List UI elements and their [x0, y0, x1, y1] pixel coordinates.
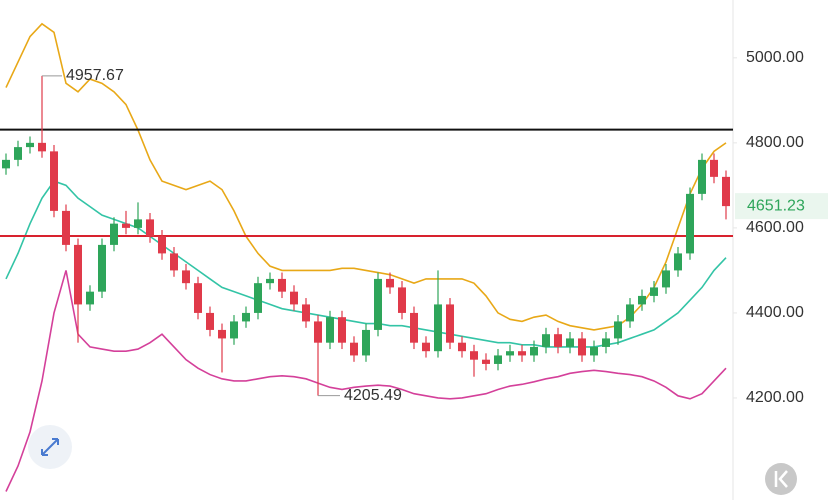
candle-body	[434, 304, 442, 352]
candle-body	[626, 304, 634, 322]
candle-body	[410, 312, 418, 343]
last-price-label: 4651.23	[747, 197, 805, 214]
candle-body	[62, 210, 70, 245]
candle-body	[470, 351, 478, 360]
y-tick-label: 5000.00	[746, 49, 804, 66]
candle-body	[494, 355, 502, 364]
plot: 4200.00 4400.00 4600.00 4800.00 5000.00 4957.…	[0, 22, 804, 492]
candle-body	[254, 283, 262, 313]
candle-body	[698, 159, 706, 194]
last-price-box	[735, 193, 828, 220]
y-tick-label: 4200.00	[746, 389, 804, 406]
candle-body	[194, 283, 202, 313]
candle-body	[326, 317, 334, 343]
candle-body	[170, 253, 178, 271]
y-tick-label: 4400.00	[746, 304, 804, 321]
candle-body	[554, 334, 562, 347]
candle-body	[590, 346, 598, 356]
candle-body	[686, 193, 694, 254]
y-tick-label: 4800.00	[746, 134, 804, 151]
candle-body	[482, 359, 490, 364]
candle-body	[242, 312, 250, 322]
max-annotation: 4957.67	[66, 67, 124, 84]
candle-body	[518, 351, 526, 356]
candle-body	[206, 312, 214, 330]
candle-body	[302, 304, 310, 322]
band-line	[5, 270, 727, 492]
candle-body	[722, 176, 730, 207]
candle-body	[290, 291, 298, 305]
candle-body	[158, 236, 166, 254]
band-line	[5, 22, 727, 331]
candle-body	[50, 151, 58, 211]
candle-body	[98, 244, 106, 292]
candle-body	[506, 351, 514, 356]
candle-body	[218, 329, 226, 339]
candle-body	[446, 304, 454, 343]
candle-body	[38, 142, 46, 152]
candle-body	[74, 244, 82, 305]
candle-body	[530, 346, 538, 356]
candle-body	[662, 270, 670, 288]
candle-body	[350, 342, 358, 356]
candle-body	[602, 338, 610, 347]
candle-body	[578, 338, 586, 356]
min-annotation: 4205.49	[344, 387, 402, 404]
candle-body	[638, 295, 646, 305]
candle-body	[386, 278, 394, 288]
candle-body	[314, 321, 322, 343]
candle-body	[362, 329, 370, 356]
candle-body	[26, 142, 34, 148]
candle-body	[710, 159, 718, 177]
candle-body	[374, 278, 382, 330]
candle-body	[266, 278, 274, 284]
candle-body	[566, 338, 574, 347]
candle-body	[230, 321, 238, 339]
candle-body	[110, 223, 118, 245]
expand-button[interactable]	[28, 425, 72, 469]
candle-body	[86, 291, 94, 305]
candle-body	[146, 219, 154, 237]
candle-body	[614, 321, 622, 339]
candle-body	[422, 342, 430, 352]
scroll-latest-button[interactable]	[765, 463, 797, 495]
candle-body	[278, 278, 286, 292]
candle-body	[134, 219, 142, 228]
candle-body	[458, 342, 466, 352]
candle-body	[674, 253, 682, 271]
candle-body	[398, 287, 406, 313]
candle-body	[542, 334, 550, 347]
candle-body	[14, 147, 22, 160]
candle-body	[122, 223, 130, 228]
candle-body	[182, 270, 190, 284]
y-tick-label: 4600.00	[746, 219, 804, 236]
candle-body	[650, 287, 658, 296]
candle-body	[338, 317, 346, 343]
candle-body	[2, 159, 10, 169]
